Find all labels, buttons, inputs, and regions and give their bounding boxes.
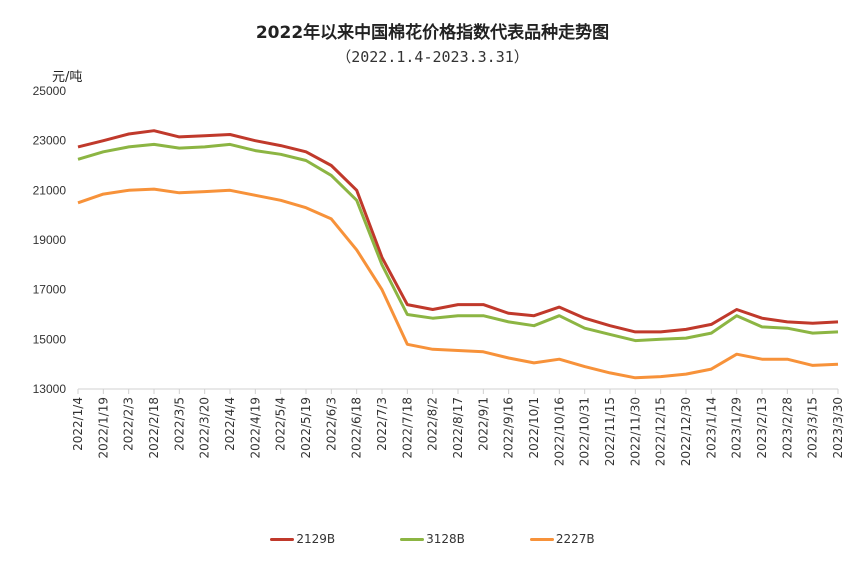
series-line-3128B (77, 142, 839, 343)
x-tick-label: 2023/2/28 (780, 397, 794, 459)
chart-subtitle: （2022.1.4-2023.3.31） (336, 48, 529, 66)
x-tick-label: 2023/1/29 (730, 397, 744, 459)
x-tick-label: 2022/3/20 (198, 397, 212, 459)
x-tick-label: 2022/1/4 (71, 397, 85, 451)
x-tick-label: 2022/12/15 (654, 397, 668, 466)
legend-label: 2129B (296, 532, 336, 546)
x-tick-label: 2022/6/18 (350, 397, 364, 459)
y-tick-label: 17000 (33, 283, 67, 297)
x-tick-label: 2023/3/30 (831, 397, 845, 459)
legend: 2129B 3128B 2227B (0, 532, 865, 546)
x-tick-label: 2022/9/1 (476, 397, 490, 451)
x-tick-label: 2022/10/1 (527, 397, 541, 459)
legend-swatch (270, 537, 295, 541)
legend-label: 2227B (555, 532, 595, 546)
y-tick-label: 25000 (33, 84, 67, 98)
x-tick-label: 2022/7/18 (400, 397, 414, 459)
legend-item-2129B: 2129B (270, 532, 335, 546)
x-tick-label: 2022/5/4 (274, 397, 288, 451)
x-tick-label: 2022/11/15 (603, 397, 617, 466)
x-tick-label: 2022/11/30 (628, 397, 642, 466)
x-tick-label: 2022/3/5 (172, 397, 186, 451)
x-tick-label: 2022/5/19 (299, 397, 313, 459)
y-tick-label: 15000 (33, 332, 67, 346)
chart-title: 2022年以来中国棉花价格指数代表品种走势图 (255, 23, 610, 43)
x-tick-label: 2022/12/30 (679, 397, 693, 466)
x-tick-label: 2022/10/16 (552, 397, 566, 466)
x-tick-label: 2022/4/4 (223, 397, 237, 451)
y-tick-label: 13000 (33, 382, 67, 396)
x-tick-label: 2022/8/2 (426, 397, 440, 451)
y-tick-label: 23000 (33, 134, 67, 148)
x-tick-label: 2022/8/17 (451, 397, 465, 459)
x-tick-label: 2023/2/13 (755, 397, 769, 459)
y-axis-label: 元/吨 (52, 70, 83, 85)
x-tick-label: 2022/4/19 (248, 397, 262, 459)
legend-item-3128B: 3128B (335, 532, 465, 546)
x-tick-label: 2022/9/16 (502, 397, 516, 459)
x-tick-label: 2023/1/14 (704, 397, 718, 459)
series-line-2227B (77, 187, 839, 380)
legend-swatch (529, 537, 554, 541)
x-tick-label: 2022/2/18 (147, 397, 161, 459)
legend-item-2227B: 2227B (465, 532, 595, 546)
x-tick-label: 2022/1/19 (96, 397, 110, 459)
series-line-2129B (77, 129, 839, 334)
legend-swatch (400, 537, 425, 541)
x-tick-label: 2022/7/3 (375, 397, 389, 451)
x-tick-label: 2022/10/31 (578, 397, 592, 466)
legend-label: 3128B (426, 532, 465, 546)
x-tick-label: 2023/3/15 (806, 397, 820, 459)
x-tick-label: 2022/6/3 (324, 397, 338, 451)
x-tick-label: 2022/2/3 (122, 397, 136, 451)
y-tick-label: 21000 (33, 183, 67, 197)
y-tick-label: 19000 (33, 233, 67, 247)
